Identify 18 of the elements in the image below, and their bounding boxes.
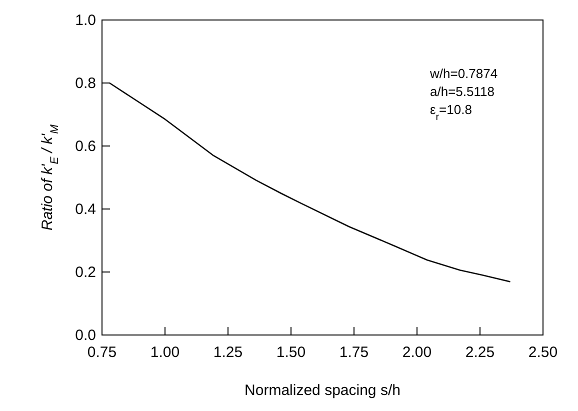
y-tick-label: 1.0	[75, 12, 96, 29]
y-tick-label: 0.8	[75, 75, 96, 92]
y-tick-label: 0.2	[75, 264, 96, 281]
y-tick-label: 0.0	[75, 327, 96, 344]
x-tick-label: 2.50	[528, 344, 558, 361]
x-tick-label: 2.00	[402, 344, 432, 361]
annotation: ε$_{r}$=10.8	[430, 102, 472, 122]
x-tick-label: 1.75	[339, 344, 369, 361]
x-tick-label: 1.00	[150, 344, 180, 361]
y-tick-label: 0.6	[75, 138, 96, 155]
x-tick-label: 1.50	[276, 344, 306, 361]
annotation: w/h=0.7874	[429, 66, 498, 81]
x-tick-label: 0.75	[87, 344, 117, 361]
annotation: a/h=5.5118	[430, 84, 494, 99]
y-tick-label: 0.4	[75, 201, 96, 218]
x-axis-title: Normalized spacing s/h	[244, 382, 400, 399]
x-tick-label: 1.25	[213, 344, 243, 361]
x-tick-label: 2.25	[465, 344, 495, 361]
